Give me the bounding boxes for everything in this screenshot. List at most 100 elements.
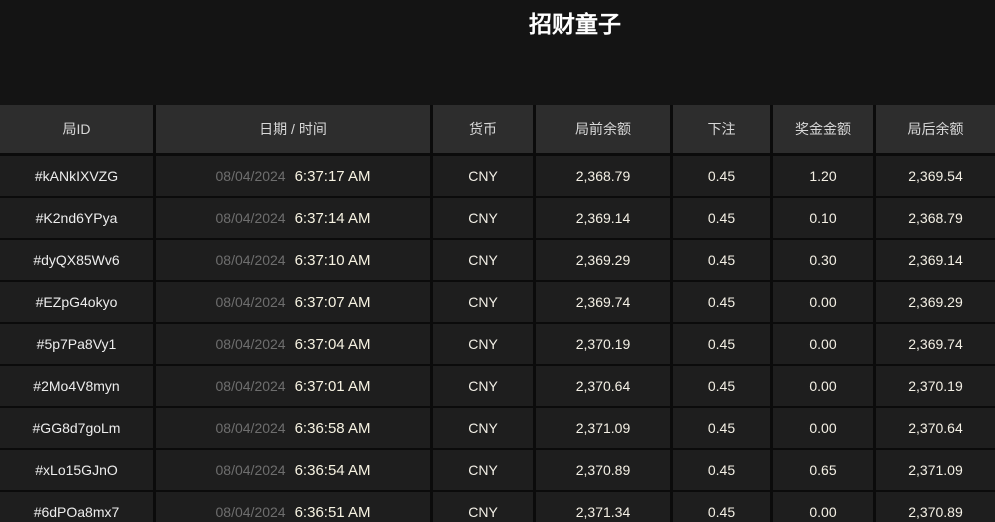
balance-before: 2,369.29 — [536, 240, 670, 280]
datetime-cell: 08/04/2024 6:36:58 AM — [156, 408, 430, 448]
history-table: 局ID 日期 / 时间 货币 局前余额 下注 奖金金额 局后余额 #kANkIX… — [0, 105, 995, 522]
datetime-cell: 08/04/2024 6:37:01 AM — [156, 366, 430, 406]
round-id: #6dPOa8mx7 — [0, 492, 153, 522]
currency: CNY — [433, 366, 533, 406]
round-id: #EZpG4okyo — [0, 282, 153, 322]
balance-after: 2,369.74 — [876, 324, 995, 364]
balance-before: 2,369.14 — [536, 198, 670, 238]
prize-amount: 0.00 — [773, 492, 873, 522]
column-header: 局后余额 — [876, 105, 995, 153]
bet-amount: 0.45 — [673, 450, 770, 490]
table-body: #kANkIXVZG 08/04/2024 6:37:17 AM CNY 2,3… — [0, 156, 995, 522]
prize-amount: 1.20 — [773, 156, 873, 196]
table-row: #kANkIXVZG 08/04/2024 6:37:17 AM CNY 2,3… — [0, 156, 995, 196]
balance-before: 2,370.19 — [536, 324, 670, 364]
column-header: 局前余额 — [536, 105, 670, 153]
prize-amount: 0.10 — [773, 198, 873, 238]
datetime-cell: 08/04/2024 6:37:07 AM — [156, 282, 430, 322]
datetime-cell: 08/04/2024 6:37:10 AM — [156, 240, 430, 280]
round-id: #dyQX85Wv6 — [0, 240, 153, 280]
table-row: #EZpG4okyo 08/04/2024 6:37:07 AM CNY 2,3… — [0, 282, 995, 322]
table-row: #5p7Pa8Vy1 08/04/2024 6:37:04 AM CNY 2,3… — [0, 324, 995, 364]
prize-amount: 0.65 — [773, 450, 873, 490]
date-text: 08/04/2024 — [215, 168, 286, 184]
time-text: 6:36:54 AM — [294, 461, 371, 479]
prize-amount: 0.00 — [773, 324, 873, 364]
prize-amount: 0.00 — [773, 366, 873, 406]
currency: CNY — [433, 198, 533, 238]
table-row: #K2nd6YPya 08/04/2024 6:37:14 AM CNY 2,3… — [0, 198, 995, 238]
prize-amount: 0.00 — [773, 282, 873, 322]
currency: CNY — [433, 408, 533, 448]
currency: CNY — [433, 492, 533, 522]
date-text: 08/04/2024 — [215, 294, 286, 310]
bet-amount: 0.45 — [673, 240, 770, 280]
table-row: #GG8d7goLm 08/04/2024 6:36:58 AM CNY 2,3… — [0, 408, 995, 448]
date-text: 08/04/2024 — [215, 210, 286, 226]
round-id: #xLo15GJnO — [0, 450, 153, 490]
round-id: #2Mo4V8myn — [0, 366, 153, 406]
table-row: #dyQX85Wv6 08/04/2024 6:37:10 AM CNY 2,3… — [0, 240, 995, 280]
datetime-cell: 08/04/2024 6:37:14 AM — [156, 198, 430, 238]
prize-amount: 0.00 — [773, 408, 873, 448]
balance-after: 2,368.79 — [876, 198, 995, 238]
time-text: 6:36:51 AM — [294, 503, 371, 521]
table-row: #xLo15GJnO 08/04/2024 6:36:54 AM CNY 2,3… — [0, 450, 995, 490]
bet-amount: 0.45 — [673, 198, 770, 238]
balance-after: 2,369.29 — [876, 282, 995, 322]
round-id: #GG8d7goLm — [0, 408, 153, 448]
balance-after: 2,371.09 — [876, 450, 995, 490]
column-header: 奖金金额 — [773, 105, 873, 153]
time-text: 6:37:01 AM — [294, 377, 371, 395]
time-text: 6:37:04 AM — [294, 335, 371, 353]
round-id: #K2nd6YPya — [0, 198, 153, 238]
date-text: 08/04/2024 — [215, 378, 286, 394]
time-text: 6:37:07 AM — [294, 293, 371, 311]
time-text: 6:37:17 AM — [294, 167, 371, 185]
datetime-cell: 08/04/2024 6:36:54 AM — [156, 450, 430, 490]
balance-before: 2,370.89 — [536, 450, 670, 490]
table-header-row: 局ID 日期 / 时间 货币 局前余额 下注 奖金金额 局后余额 — [0, 105, 995, 153]
balance-after: 2,369.54 — [876, 156, 995, 196]
date-text: 08/04/2024 — [215, 336, 286, 352]
currency: CNY — [433, 156, 533, 196]
bet-amount: 0.45 — [673, 156, 770, 196]
bet-amount: 0.45 — [673, 324, 770, 364]
datetime-cell: 08/04/2024 6:37:17 AM — [156, 156, 430, 196]
page-title: 招财童子 — [529, 11, 621, 37]
date-text: 08/04/2024 — [215, 252, 286, 268]
time-text: 6:36:58 AM — [294, 419, 371, 437]
currency: CNY — [433, 240, 533, 280]
balance-before: 2,371.34 — [536, 492, 670, 522]
balance-after: 2,370.64 — [876, 408, 995, 448]
table-row: #2Mo4V8myn 08/04/2024 6:37:01 AM CNY 2,3… — [0, 366, 995, 406]
date-text: 08/04/2024 — [215, 420, 286, 436]
bet-amount: 0.45 — [673, 492, 770, 522]
currency: CNY — [433, 324, 533, 364]
datetime-cell: 08/04/2024 6:37:04 AM — [156, 324, 430, 364]
balance-after: 2,369.14 — [876, 240, 995, 280]
balance-before: 2,369.74 — [536, 282, 670, 322]
balance-before: 2,370.64 — [536, 366, 670, 406]
balance-after: 2,370.19 — [876, 366, 995, 406]
currency: CNY — [433, 450, 533, 490]
column-header: 日期 / 时间 — [156, 105, 430, 153]
date-text: 08/04/2024 — [215, 462, 286, 478]
date-text: 08/04/2024 — [215, 504, 286, 520]
column-header: 下注 — [673, 105, 770, 153]
time-text: 6:37:10 AM — [294, 251, 371, 269]
round-id: #5p7Pa8Vy1 — [0, 324, 153, 364]
bet-amount: 0.45 — [673, 366, 770, 406]
bet-amount: 0.45 — [673, 282, 770, 322]
bet-amount: 0.45 — [673, 408, 770, 448]
round-id: #kANkIXVZG — [0, 156, 153, 196]
datetime-cell: 08/04/2024 6:36:51 AM — [156, 492, 430, 522]
balance-before: 2,371.09 — [536, 408, 670, 448]
balance-before: 2,368.79 — [536, 156, 670, 196]
time-text: 6:37:14 AM — [294, 209, 371, 227]
balance-after: 2,370.89 — [876, 492, 995, 522]
column-header: 局ID — [0, 105, 153, 153]
column-header: 货币 — [433, 105, 533, 153]
table-row: #6dPOa8mx7 08/04/2024 6:36:51 AM CNY 2,3… — [0, 492, 995, 522]
